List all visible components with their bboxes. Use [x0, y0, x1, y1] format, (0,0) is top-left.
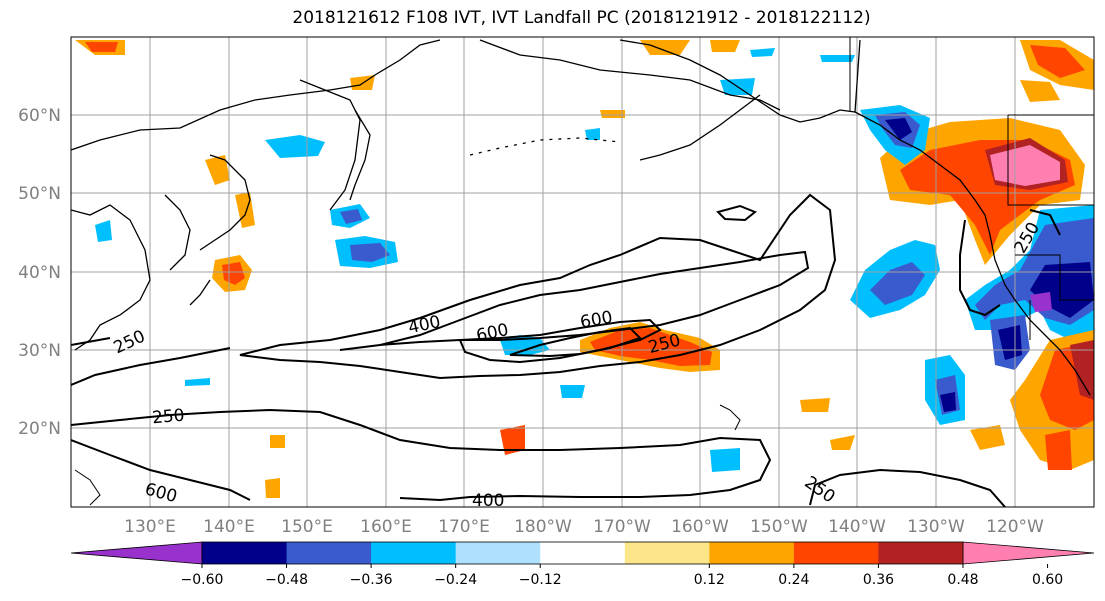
lon-label: 170°W [593, 517, 651, 537]
lat-label: 50°N [18, 184, 61, 204]
colorbar-swatch [709, 542, 795, 564]
colorbar-swatch [286, 542, 372, 564]
colorbar: −0.60 −0.48 −0.36 −0.24 −0.12 0.12 0.24 0.36 0.4… [70, 541, 1095, 588]
colorbar-tick-label: −0.36 [350, 572, 393, 588]
colorbar-swatch [878, 542, 964, 564]
colorbar-swatch [540, 542, 626, 564]
colorbar-swatch [793, 542, 879, 564]
colorbar-tick-label: 0.48 [947, 572, 978, 588]
colorbar-tick-label: −0.24 [434, 572, 477, 588]
lon-label: 140°W [828, 517, 886, 537]
colorbar-swatch [624, 542, 710, 564]
lon-label: 150°W [750, 517, 808, 537]
lon-label: 160°E [360, 517, 412, 537]
lon-label: 130°W [907, 517, 965, 537]
colorbar-swatch [455, 542, 541, 564]
lat-label: 20°N [18, 419, 61, 439]
lat-label: 60°N [18, 106, 61, 126]
ivt-contours [71, 193, 1061, 507]
colorbar-swatch [202, 542, 288, 564]
colorbar-extend-high [962, 541, 1095, 565]
lon-label: 180°W [514, 517, 572, 537]
colorbar-tick-label: 0.60 [1032, 572, 1063, 588]
colorbar-frame [201, 541, 964, 565]
colorbar-tick-label: −0.12 [519, 572, 562, 588]
longitude-labels: 130°E 140°E 150°E 160°E 170°E 180°W 170°… [124, 517, 1044, 537]
colorbar-tick-label: −0.48 [265, 572, 308, 588]
latitude-labels: 60°N 50°N 40°N 30°N 20°N [18, 106, 61, 439]
colorbar-swatch [371, 542, 457, 564]
lon-label: 150°E [281, 517, 333, 537]
colorbar-tick-label: 0.24 [778, 572, 809, 588]
chart-title: 2018121612 F108 IVT, IVT Landfall PC (20… [292, 8, 871, 28]
lon-label: 130°E [124, 517, 176, 537]
colorbar-tick-label: 0.12 [694, 572, 725, 588]
lon-label: 170°E [438, 517, 490, 537]
colorbar-extend-low [70, 541, 203, 565]
lon-label: 160°W [671, 517, 729, 537]
coastlines [71, 37, 1094, 506]
colorbar-tick-label: −0.60 [181, 572, 224, 588]
lon-label: 140°E [203, 517, 255, 537]
lon-label: 120°W [986, 517, 1044, 537]
lat-label: 40°N [18, 263, 61, 283]
lat-label: 30°N [18, 341, 61, 361]
grid-lines [71, 37, 1094, 507]
contour-label: 400 [472, 491, 504, 511]
map-border [70, 36, 1095, 508]
contour-label: 250 [151, 406, 185, 429]
colorbar-tick-label: 0.36 [863, 572, 894, 588]
